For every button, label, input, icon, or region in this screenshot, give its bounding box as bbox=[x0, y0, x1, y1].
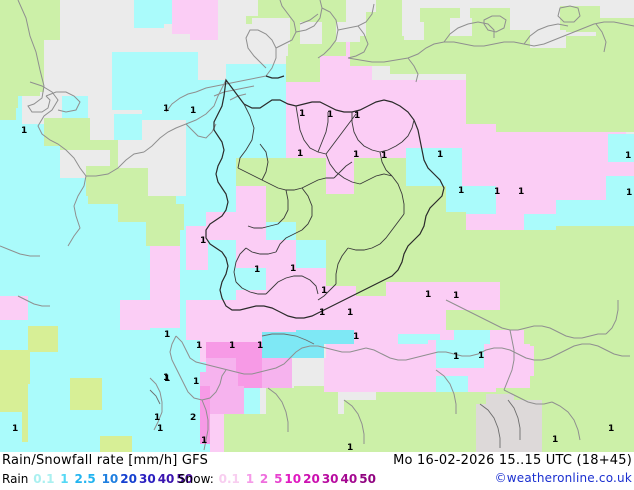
snow-legend-label: Snow: bbox=[178, 472, 214, 486]
state-borders bbox=[233, 103, 415, 301]
precip-value-label: 1 bbox=[453, 352, 460, 362]
product-title: Rain/Snowfall rate [mm/h] GFS bbox=[2, 453, 209, 468]
precip-value-label: 1 bbox=[290, 264, 297, 274]
legend-value: 30 bbox=[138, 472, 156, 486]
precip-value-label: 1 bbox=[299, 109, 306, 119]
legend-value: 10 bbox=[284, 472, 302, 486]
precip-value-label: 1 bbox=[190, 106, 197, 116]
precip-value-label: 1 bbox=[353, 150, 360, 160]
precip-value-label: 1 bbox=[201, 436, 208, 446]
legend-value: 20 bbox=[303, 472, 320, 486]
precip-value-label: 1 bbox=[381, 151, 388, 161]
coastline-layer bbox=[17, 0, 634, 247]
legend-value: 0.1 bbox=[33, 472, 55, 486]
precip-value-label: 1 bbox=[347, 308, 354, 318]
precip-value-label: 1 bbox=[478, 351, 485, 361]
precip-value-label: 1 bbox=[494, 187, 501, 197]
legend-value: 0.1 bbox=[218, 472, 240, 486]
precipitation-map[interactable]: 1 1 1 1 1 1 1 1 1 1 1 1 1 1 1 1 1 1 1 1 1 1 1 1 1 1 1 1 1 1 1 1 2 1 1 1 1 1 1 1… bbox=[0, 0, 634, 452]
copyright-notice[interactable]: ©weatheronline.co.uk bbox=[494, 471, 632, 485]
precip-value-label: 1 bbox=[626, 188, 633, 198]
precip-value-label: 1 bbox=[552, 435, 559, 445]
precip-value-label: 1 bbox=[453, 291, 460, 301]
precip-value-label: 2 bbox=[190, 413, 197, 423]
raster-layer bbox=[0, 0, 634, 452]
precip-value-label: 1 bbox=[625, 151, 632, 161]
rain-legend-values: 0.1 1 2.5 10 20 30 40 50 bbox=[32, 472, 194, 486]
legend-value: 2.5 bbox=[74, 472, 96, 486]
map-canvas bbox=[0, 0, 634, 452]
map-footer: Rain/Snowfall rate [mm/h] GFS Mo 16-02-2… bbox=[0, 452, 634, 490]
country-borders bbox=[0, 245, 630, 451]
precip-value-label: 1 bbox=[164, 374, 171, 384]
precip-value-label: 1 bbox=[319, 308, 326, 318]
legend-value: 1 bbox=[245, 472, 255, 486]
precip-value-label: 1 bbox=[458, 186, 465, 196]
snow-legend-values: 0.1 1 2 5 10 20 30 40 50 bbox=[218, 472, 377, 486]
snow-legend-scale[interactable]: Snow: 0.1 1 2 5 10 20 30 40 50 bbox=[178, 472, 377, 486]
precip-value-label: 1 bbox=[229, 341, 236, 351]
legend-value: 1 bbox=[60, 472, 69, 486]
precip-value-label: 1 bbox=[425, 290, 432, 300]
precip-value-label: 1 bbox=[196, 341, 203, 351]
rain-legend-label: Rain bbox=[2, 472, 29, 486]
precip-value-label: 1 bbox=[354, 111, 361, 121]
legend-value: 40 bbox=[157, 472, 175, 486]
precip-value-label: 1 bbox=[608, 424, 615, 434]
precip-value-label: 1 bbox=[200, 236, 207, 246]
footer-row-legend: Rain 0.1 1 2.5 10 20 30 40 50 Snow: 0.1 1 2 … bbox=[0, 470, 634, 489]
legend-value: 20 bbox=[120, 472, 137, 486]
precip-value-label: 1 bbox=[157, 424, 164, 434]
precip-value-label: 1 bbox=[353, 332, 360, 342]
precip-value-label: 1 bbox=[297, 149, 304, 159]
precip-value-label: 1 bbox=[163, 104, 170, 114]
legend-value: 30 bbox=[321, 472, 339, 486]
national-borders bbox=[205, 75, 445, 319]
precip-value-label: 1 bbox=[21, 126, 28, 136]
legend-value: 2 bbox=[259, 472, 269, 486]
precip-value-label: 1 bbox=[518, 187, 525, 197]
precip-value-label: 1 bbox=[321, 286, 328, 296]
precip-value-label: 1 bbox=[347, 443, 354, 453]
hydrography-layer bbox=[149, 333, 521, 448]
precip-value-label: 1 bbox=[193, 377, 200, 387]
precip-value-label: 1 bbox=[257, 341, 264, 351]
precip-value-label: 1 bbox=[163, 373, 170, 383]
legend-value: 40 bbox=[340, 472, 358, 486]
rain-legend-scale[interactable]: Rain 0.1 1 2.5 10 20 30 40 50 bbox=[2, 472, 194, 486]
forecast-datetime: Mo 16-02-2026 15..15 UTC (18+45) bbox=[393, 453, 632, 468]
footer-row-title: Rain/Snowfall rate [mm/h] GFS Mo 16-02-2… bbox=[0, 452, 634, 471]
legend-value: 5 bbox=[274, 472, 283, 486]
precip-value-label: 1 bbox=[154, 413, 161, 423]
legend-value: 10 bbox=[101, 472, 119, 486]
precip-value-label: 1 bbox=[254, 265, 261, 275]
precip-value-label: 1 bbox=[327, 110, 334, 120]
precip-value-label: 1 bbox=[437, 150, 444, 160]
precip-value-label: 1 bbox=[12, 424, 19, 434]
legend-value: 50 bbox=[359, 472, 376, 486]
precip-value-label: 1 bbox=[164, 330, 171, 340]
legend-value: 50 bbox=[176, 472, 194, 486]
